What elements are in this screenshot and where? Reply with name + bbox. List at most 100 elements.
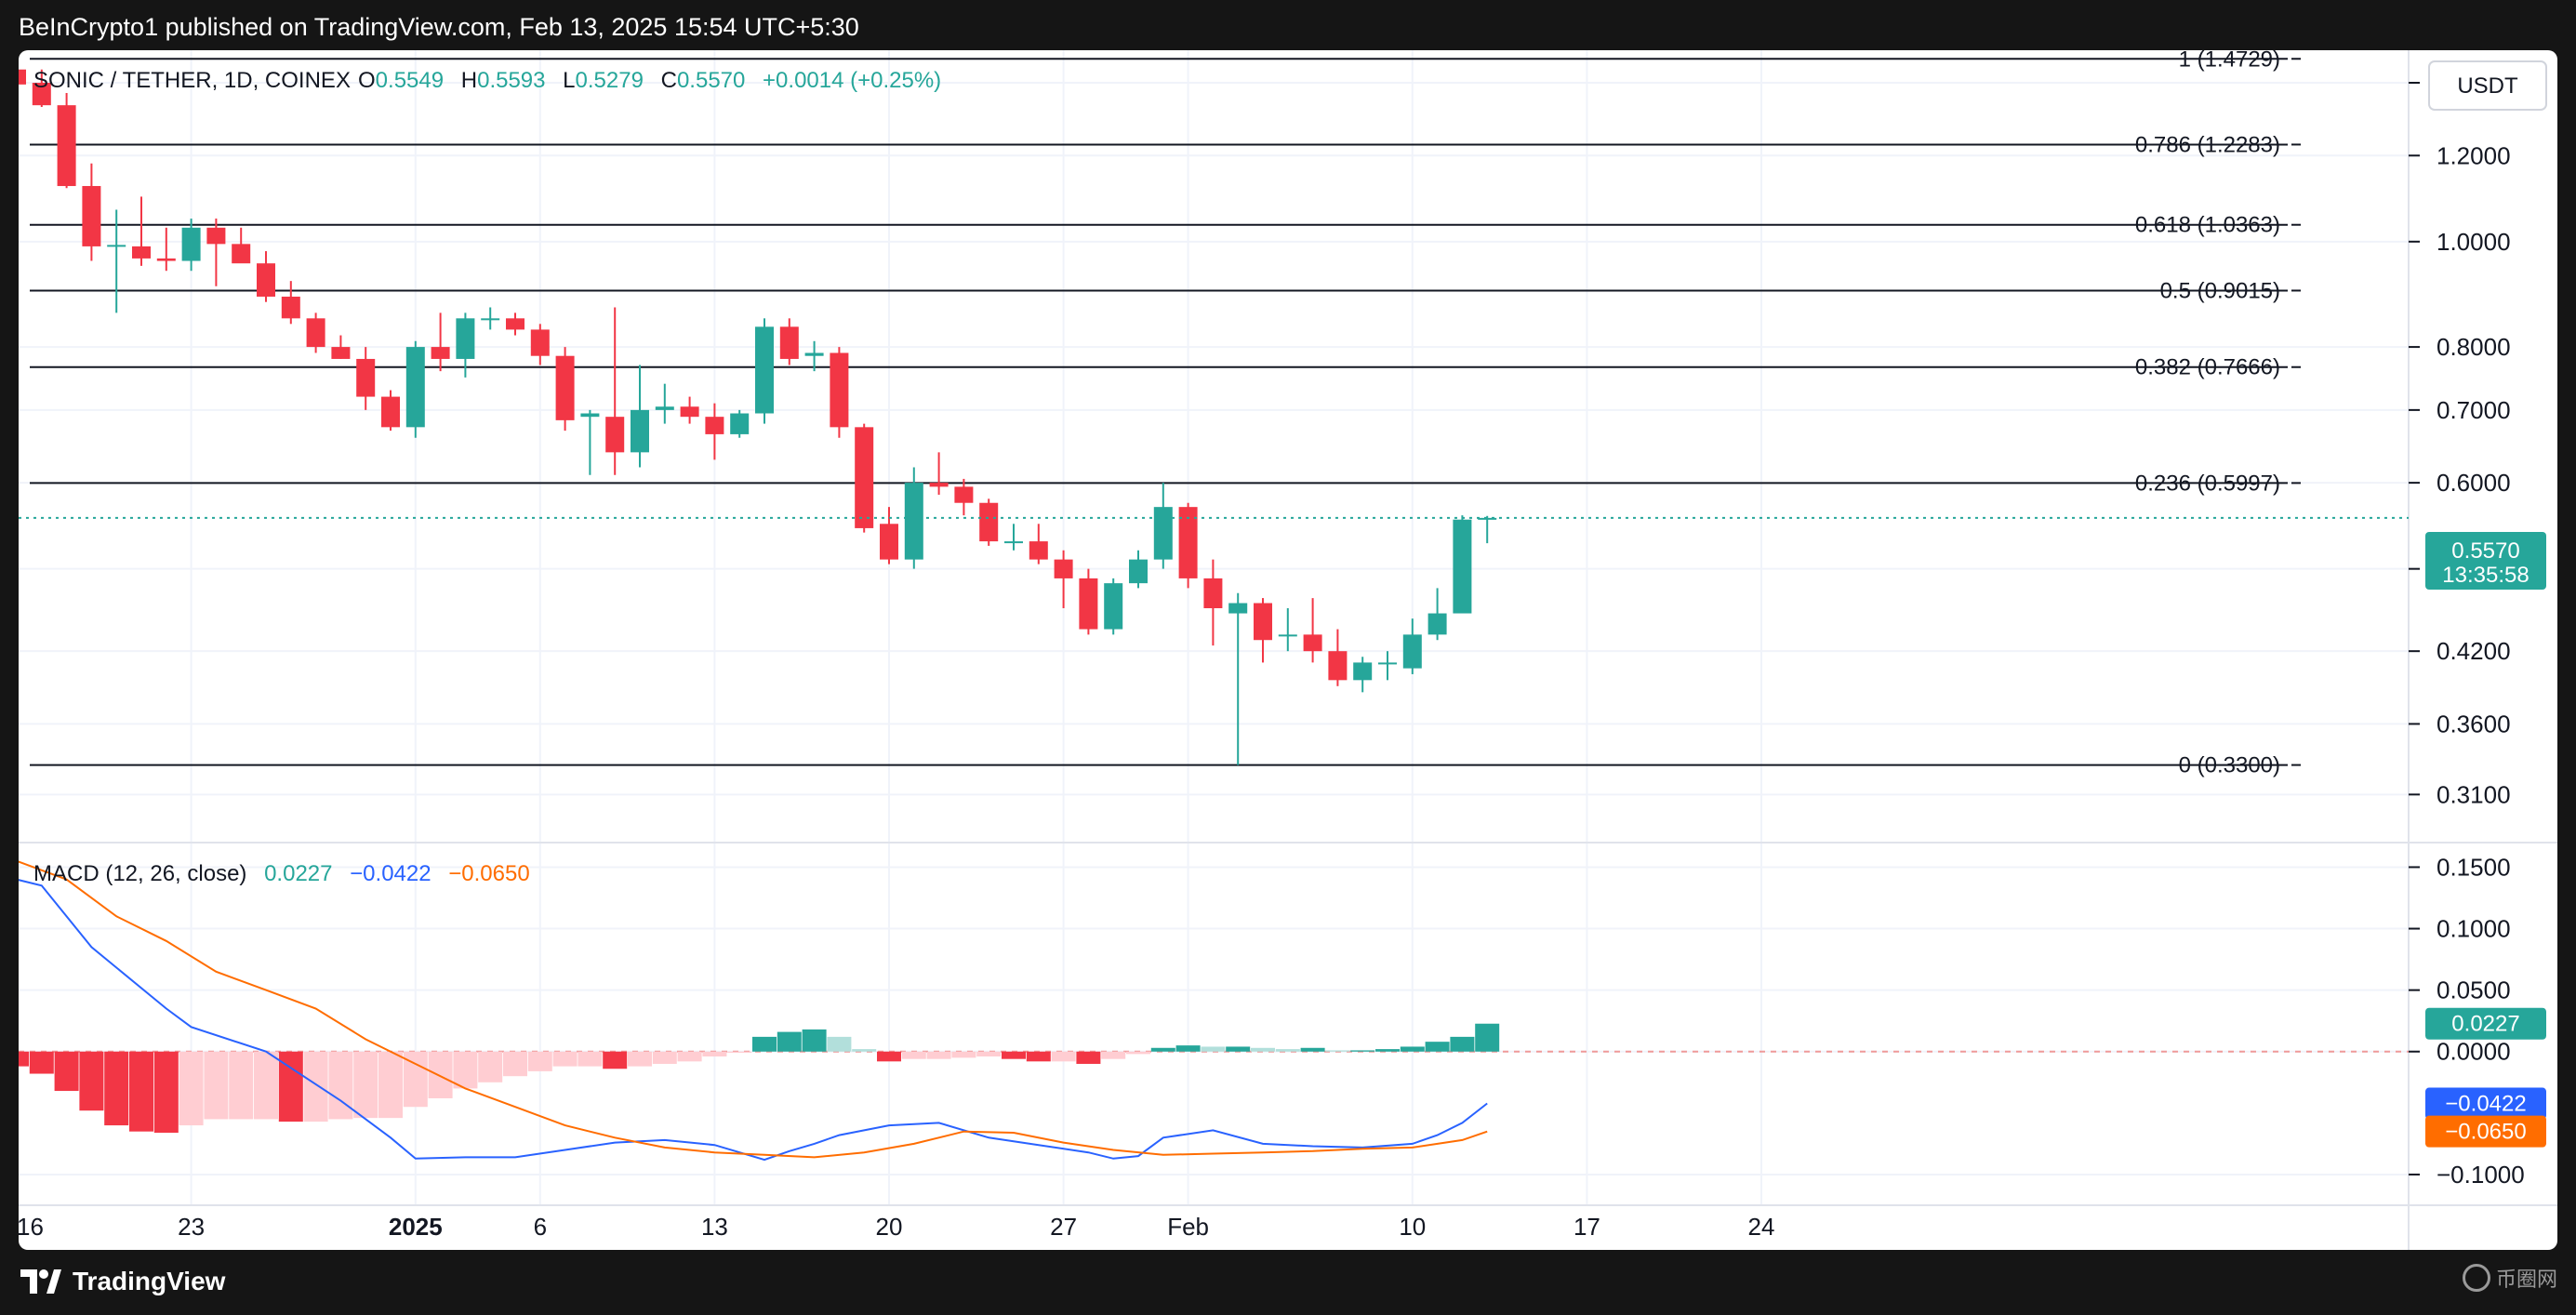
time-axis: 16 23 2025 6 13 20 27 Feb 10 17 24 [19,1213,1774,1241]
candle-body[interactable] [1104,583,1123,630]
candle-body[interactable] [1478,517,1497,520]
macd-y-tick-label: 0.0500 [2437,976,2511,1004]
candle-body[interactable] [1427,613,1447,635]
macd-y-tick-label: 0.1500 [2437,853,2511,881]
macd-hist-bar [552,1051,578,1067]
x-tick-label: 2025 [389,1213,443,1241]
macd-hist-bar [1026,1051,1051,1062]
candle-body[interactable] [1054,559,1073,578]
candle-body[interactable] [156,258,176,261]
candle-body[interactable] [57,105,76,187]
candle-body[interactable] [605,417,625,453]
macd-y-tick-label: −0.1000 [2437,1161,2525,1189]
macd-hist-bar [79,1051,104,1111]
candle-body[interactable] [730,413,750,434]
candle-body[interactable] [1004,541,1023,544]
candle-body[interactable] [855,427,874,528]
macd-hist-bar [104,1051,129,1126]
candle-body[interactable] [331,347,351,359]
candle-body[interactable] [904,483,923,560]
y-tick-label: 1.2000 [2437,141,2511,169]
macd-hist-bar [129,1051,153,1132]
candle-body[interactable] [1378,662,1397,665]
macd-hist-bar [1251,1047,1275,1052]
candle-body[interactable] [530,329,550,356]
candle-body[interactable] [555,355,575,420]
macd-hist-bar [652,1051,677,1064]
candle-body[interactable] [1178,507,1198,578]
candle-body[interactable] [830,352,849,428]
chart-panel[interactable]: 1 (1.4729) 0.786 (1.2283) 0.618 (1.0363) 0.… [19,50,2557,1250]
candle-body[interactable] [954,486,974,503]
macd-axis: 0.1500 0.1000 0.0500 0.0000 −0.1000 [2409,853,2525,1189]
candle-body[interactable] [1203,578,1223,609]
macd-hist-bar [1350,1050,1375,1052]
candle-body[interactable] [755,326,774,414]
candle-body[interactable] [405,347,425,428]
macd-hist-bar [976,1051,1002,1057]
candle-body[interactable] [181,227,201,261]
macd-hist-bar [752,1036,777,1052]
candle-body[interactable] [929,483,949,487]
symbol-title: SONIC / TETHER, 1D, COINEX [33,68,351,93]
candle-body[interactable] [1254,603,1272,641]
candle-body[interactable] [979,502,999,542]
fib-label: 0.382 (0.7666) [2135,355,2280,380]
chart-svg[interactable]: 1 (1.4729) 0.786 (1.2283) 0.618 (1.0363) 0.… [19,50,2557,1250]
close-value: 0.5570 [677,68,745,93]
candle-body[interactable] [1129,559,1148,584]
x-tick-label: 23 [178,1213,205,1241]
candle-body[interactable] [1153,507,1173,560]
candle-body[interactable] [779,326,799,359]
candle-body[interactable] [206,227,226,245]
candle-body[interactable] [655,406,674,410]
y-tick-label: 0.7000 [2437,396,2511,424]
candle-body[interactable] [356,358,376,397]
high-label: H [461,68,477,93]
candle-body[interactable] [506,318,524,330]
published-info: BeInCrypto1 published on TradingView.com… [19,13,859,41]
x-tick-label: 10 [1399,1213,1426,1241]
candle-body[interactable] [1029,541,1048,560]
candle-body[interactable] [19,69,26,85]
macd-hist-bar [1325,1050,1350,1052]
candle-body[interactable] [1402,634,1422,669]
candle-body[interactable] [232,244,251,264]
candle-body[interactable] [631,409,649,453]
macd-hist-bar [1126,1051,1150,1055]
fib-label: 1 (1.4729) [2179,50,2280,72]
candle-body[interactable] [1453,519,1472,614]
x-tick-label: 16 [19,1213,44,1241]
candle-body[interactable] [82,186,101,246]
candle-body[interactable] [580,413,600,418]
candle-body[interactable] [456,318,475,359]
candle-body[interactable] [1328,651,1348,681]
candle-body[interactable] [132,246,151,259]
candle-body[interactable] [1228,603,1248,614]
candle-body[interactable] [1353,662,1373,681]
candle-body[interactable] [281,296,300,319]
candle-body[interactable] [306,318,325,348]
macd-hist-bar [827,1036,852,1052]
candle-body[interactable] [804,352,824,356]
candle-body[interactable] [1079,578,1098,630]
candle-body[interactable] [880,524,898,560]
tradingview-brand[interactable]: TradingView [19,1267,225,1296]
price-badge-countdown: 13:35:58 [2442,563,2529,588]
candle-body[interactable] [257,263,275,297]
macd-badge-hist: 0.0227 [2451,1012,2519,1037]
macd-legend: MACD (12, 26, close) 0.0227 −0.0422 −0.0… [33,861,530,886]
candle-body[interactable] [481,318,500,321]
candle-body[interactable] [107,245,126,247]
macd-hist-bar [1150,1047,1175,1052]
candle-body[interactable] [381,396,400,428]
macd-hist-bar [179,1051,204,1126]
candle-body[interactable] [32,83,51,106]
candle-body[interactable] [680,406,699,418]
currency-button[interactable]: USDT [2428,60,2547,111]
candle-body[interactable] [431,347,450,359]
candle-body[interactable] [705,417,724,434]
macd-hist-bar [378,1051,403,1119]
candle-body[interactable] [1278,634,1297,637]
candle-body[interactable] [1303,634,1322,652]
